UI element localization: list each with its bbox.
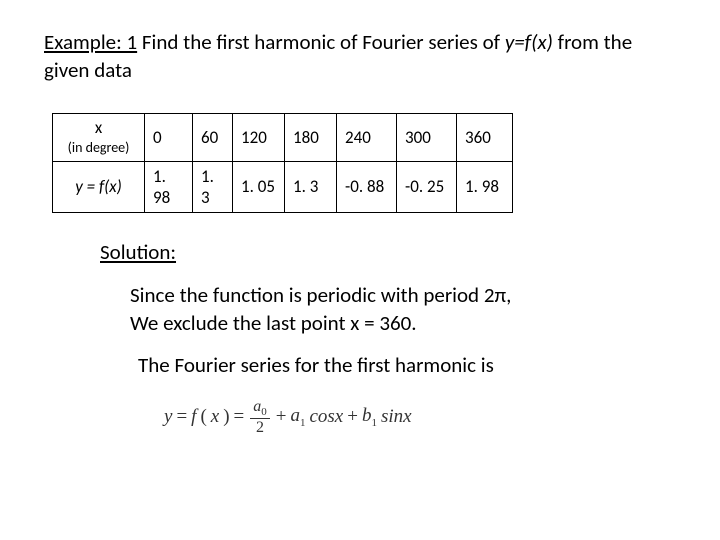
table-cell: -0. 25: [397, 161, 457, 212]
table-row: x (in degree) 0 60 120 180 240 300 360: [53, 113, 513, 161]
table-cell: 60: [193, 113, 233, 161]
table-cell: 1. 3: [285, 161, 337, 212]
table-cell: 180: [285, 113, 337, 161]
table-cell: 240: [337, 113, 397, 161]
b1-sub: 1: [371, 417, 377, 429]
sin-x: x: [403, 406, 411, 427]
table-cell: 1. 3: [193, 161, 233, 212]
formula-paren-close: ): [223, 406, 229, 428]
heading-yfx: y=f(x): [505, 29, 553, 55]
a1-a: a: [290, 405, 300, 426]
solution-para-1: Since the function is periodic with peri…: [130, 281, 676, 338]
formula-y: y: [164, 406, 172, 428]
para1-line1: Since the function is periodic with peri…: [130, 282, 511, 308]
formula-frac-a0-2: a0 2: [250, 398, 270, 437]
table-row: y = f(x) 1. 98 1. 3 1. 05 1. 3 -0. 88 -0…: [53, 161, 513, 212]
frac-den: 2: [253, 419, 267, 437]
a0-sub: 0: [261, 406, 267, 418]
table-cell: 360: [457, 113, 513, 161]
para1-line2: We exclude the last point x = 360.: [130, 310, 417, 336]
cos: cos: [309, 406, 334, 427]
formula-a1: a1: [290, 405, 305, 429]
cos-x: x: [335, 406, 343, 427]
formula-eq2: =: [234, 406, 245, 428]
heading-text-1: Find the first harmonic of Fourier serie…: [137, 29, 505, 55]
a1-sub: 1: [300, 417, 306, 429]
example-heading: Example: 1 Find the first harmonic of Fo…: [44, 28, 676, 85]
table-cell: 1. 98: [457, 161, 513, 212]
table-cell: 0: [145, 113, 193, 161]
formula-eq1: =: [176, 406, 187, 428]
formula-x1: x: [211, 406, 219, 428]
example-number: Example: 1: [44, 29, 137, 55]
table-cell: 300: [397, 113, 457, 161]
table-cell: 1. 98: [145, 161, 193, 212]
formula-plus1: +: [276, 406, 287, 428]
formula-plus2: +: [347, 406, 358, 428]
formula-sinx: sinx: [381, 406, 412, 428]
formula-b1: b1: [362, 405, 377, 429]
frac-num: a0: [250, 398, 270, 419]
formula-f: f: [191, 406, 196, 428]
sin: sin: [381, 406, 403, 427]
data-table: x (in degree) 0 60 120 180 240 300 360 y…: [52, 113, 513, 213]
fourier-formula: y = f(x) = a0 2 + a1 cosx + b1 sinx: [164, 398, 676, 437]
x-unit: (in degree): [68, 139, 130, 156]
row-header-x: x (in degree): [53, 113, 145, 161]
table-cell: -0. 88: [337, 161, 397, 212]
solution-label: Solution:: [100, 239, 676, 265]
formula-cosx: cosx: [309, 406, 343, 428]
table-cell: 1. 05: [233, 161, 285, 212]
x-label: x: [95, 117, 102, 138]
row-header-y: y = f(x): [53, 161, 145, 212]
formula-paren-open: (: [200, 406, 206, 428]
solution-para-2: The Fourier series for the first harmoni…: [138, 351, 676, 379]
table-cell: 120: [233, 113, 285, 161]
